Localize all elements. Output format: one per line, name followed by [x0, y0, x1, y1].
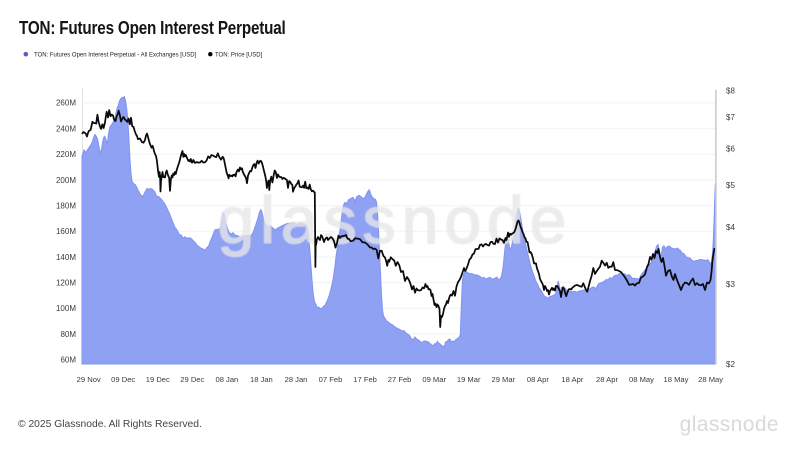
svg-text:18 Apr: 18 Apr [561, 375, 583, 384]
svg-text:220M: 220M [56, 150, 76, 159]
svg-text:60M: 60M [60, 356, 76, 365]
svg-text:28 May: 28 May [698, 375, 723, 384]
svg-text:28 Jan: 28 Jan [285, 375, 308, 384]
svg-text:140M: 140M [56, 253, 76, 262]
svg-text:09 Dec: 09 Dec [111, 375, 135, 384]
svg-text:09 Mar: 09 Mar [422, 375, 446, 384]
svg-text:glassnode: glassnode [218, 183, 573, 257]
svg-text:27 Feb: 27 Feb [388, 375, 412, 384]
svg-text:260M: 260M [56, 99, 76, 108]
svg-text:200M: 200M [56, 176, 76, 185]
svg-text:07 Feb: 07 Feb [319, 375, 343, 384]
svg-text:160M: 160M [56, 227, 76, 236]
svg-text:180M: 180M [56, 201, 76, 210]
svg-text:17 Feb: 17 Feb [353, 375, 377, 384]
svg-text:19 Mar: 19 Mar [457, 375, 481, 384]
svg-text:$3: $3 [726, 280, 735, 289]
svg-text:$5: $5 [726, 181, 735, 190]
svg-text:$2: $2 [726, 360, 735, 369]
svg-text:19 Dec: 19 Dec [146, 375, 170, 384]
svg-text:29 Nov: 29 Nov [77, 375, 101, 384]
svg-text:08 May: 08 May [629, 375, 654, 384]
svg-text:18 Jan: 18 Jan [250, 375, 273, 384]
svg-text:$6: $6 [726, 144, 735, 153]
svg-text:08 Apr: 08 Apr [527, 375, 549, 384]
svg-text:29 Mar: 29 Mar [491, 375, 515, 384]
svg-text:28 Apr: 28 Apr [596, 375, 618, 384]
svg-text:80M: 80M [60, 330, 76, 339]
svg-text:08 Jan: 08 Jan [215, 375, 238, 384]
svg-text:TON: Price [USD]: TON: Price [USD] [215, 52, 263, 58]
svg-text:100M: 100M [56, 304, 76, 313]
svg-text:240M: 240M [56, 124, 76, 133]
svg-text:18 May: 18 May [664, 375, 689, 384]
svg-text:TON: Futures Open Interest Per: TON: Futures Open Interest Perpetual - A… [34, 52, 197, 58]
svg-text:29 Dec: 29 Dec [180, 375, 204, 384]
svg-text:$8: $8 [726, 87, 735, 96]
svg-text:120M: 120M [56, 278, 76, 287]
svg-text:$4: $4 [726, 223, 735, 232]
svg-text:$7: $7 [726, 113, 735, 122]
